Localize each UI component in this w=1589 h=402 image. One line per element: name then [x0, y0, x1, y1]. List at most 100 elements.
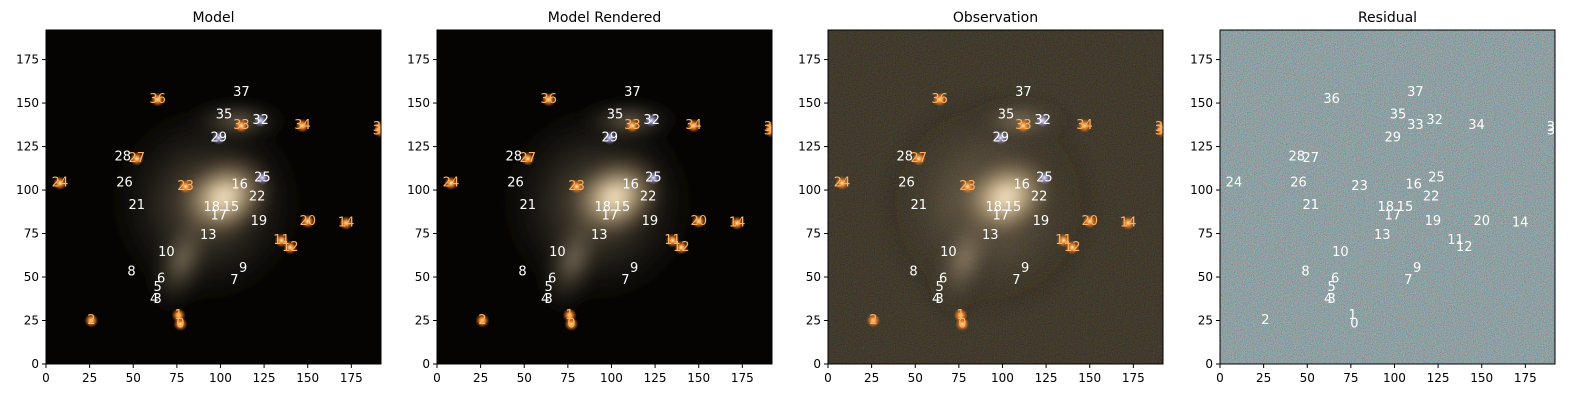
source-label-27: 27 — [1302, 151, 1319, 166]
x-tick-label: 0 — [433, 371, 441, 385]
source-label-25: 25 — [1428, 170, 1445, 185]
panel-title: Observation — [953, 10, 1038, 26]
source-label-2: 2 — [869, 313, 877, 328]
source-label-5: 5 — [936, 280, 944, 295]
source-label-6: 6 — [1331, 271, 1339, 286]
source-label-13: 13 — [200, 228, 217, 243]
x-tick-label: 150 — [687, 371, 710, 385]
source-label-1: 1 — [1348, 308, 1356, 323]
source-label-34: 34 — [1076, 118, 1093, 133]
source-label-36: 36 — [540, 92, 557, 107]
source-label-37: 37 — [624, 85, 641, 100]
x-tick-label: 175 — [731, 371, 754, 385]
source-label-15: 15 — [1397, 200, 1414, 215]
y-tick-label: 75 — [806, 227, 821, 241]
source-label-3: 3 — [154, 292, 162, 307]
y-tick-label: 150 — [16, 96, 39, 110]
x-tick-label: 175 — [1514, 371, 1537, 385]
source-label-7: 7 — [1404, 273, 1412, 288]
source-label-5: 5 — [154, 280, 162, 295]
source-label-30: 30 — [1547, 123, 1564, 138]
source-label-22: 22 — [249, 190, 266, 205]
source-label-35: 35 — [1390, 108, 1407, 123]
source-label-25: 25 — [1036, 170, 1053, 185]
x-tick-label: 25 — [473, 371, 488, 385]
source-label-2: 2 — [1261, 313, 1269, 328]
source-label-32: 32 — [1034, 113, 1051, 128]
x-tick-label: 25 — [82, 371, 97, 385]
source-label-12: 12 — [1064, 240, 1081, 255]
source-label-2: 2 — [478, 313, 486, 328]
y-tick-label: 175 — [16, 53, 39, 67]
source-label-31: 31 — [1547, 120, 1564, 135]
source-label-23: 23 — [1351, 179, 1368, 194]
source-label-25: 25 — [254, 170, 271, 185]
source-label-31: 31 — [764, 120, 781, 135]
y-tick-label: 150 — [798, 96, 821, 110]
source-label-33: 33 — [1015, 118, 1032, 133]
x-tick-label: 50 — [908, 371, 923, 385]
source-label-10: 10 — [940, 245, 957, 260]
source-label-24: 24 — [834, 176, 851, 191]
source-label-23: 23 — [177, 179, 194, 194]
source-label-9: 9 — [239, 261, 247, 276]
source-label-13: 13 — [1374, 228, 1391, 243]
source-label-21: 21 — [910, 198, 927, 213]
y-tick-label: 150 — [1190, 96, 1213, 110]
source-label-29: 29 — [992, 130, 1009, 145]
y-tick-label: 75 — [1198, 227, 1213, 241]
y-tick-label: 25 — [1198, 314, 1213, 328]
source-label-18: 18 — [594, 200, 611, 215]
y-tick-label: 25 — [806, 314, 821, 328]
source-label-8: 8 — [909, 264, 917, 279]
source-label-21: 21 — [519, 198, 536, 213]
source-label-11: 11 — [1055, 233, 1072, 248]
axes-frame — [436, 29, 773, 365]
x-tick-label: 175 — [1122, 371, 1145, 385]
source-label-15: 15 — [223, 200, 240, 215]
source-label-24: 24 — [443, 176, 460, 191]
source-label-8: 8 — [1301, 264, 1309, 279]
x-tick-label: 75 — [169, 371, 184, 385]
y-tick-label: 0 — [31, 357, 39, 371]
x-tick-label: 125 — [253, 371, 276, 385]
source-label-10: 10 — [158, 245, 175, 260]
source-label-27: 27 — [519, 151, 536, 166]
source-label-7: 7 — [230, 273, 238, 288]
source-label-14: 14 — [1120, 216, 1137, 231]
source-label-12: 12 — [1456, 240, 1473, 255]
source-label-0: 0 — [567, 316, 575, 331]
source-label-13: 13 — [982, 228, 999, 243]
source-label-35: 35 — [607, 108, 624, 123]
source-label-23: 23 — [959, 179, 976, 194]
source-label-18: 18 — [1377, 200, 1394, 215]
source-label-14: 14 — [729, 216, 746, 231]
source-label-12: 12 — [282, 240, 299, 255]
source-label-19: 19 — [251, 214, 268, 229]
source-label-36: 36 — [1323, 92, 1340, 107]
source-label-17: 17 — [992, 209, 1009, 224]
source-label-9: 9 — [630, 261, 638, 276]
source-label-24: 24 — [52, 176, 69, 191]
y-tick-label: 125 — [407, 140, 430, 154]
source-label-29: 29 — [210, 130, 227, 145]
axes-frame — [45, 29, 382, 365]
y-tick-label: 0 — [813, 357, 821, 371]
source-label-34: 34 — [685, 118, 702, 133]
source-label-9: 9 — [1413, 261, 1421, 276]
source-label-27: 27 — [128, 151, 145, 166]
source-label-1: 1 — [956, 308, 964, 323]
source-label-5: 5 — [1328, 280, 1336, 295]
x-tick-label: 175 — [340, 371, 363, 385]
axes-frame — [1219, 29, 1556, 365]
source-label-31: 31 — [373, 120, 390, 135]
source-label-28: 28 — [1288, 149, 1305, 164]
source-label-20: 20 — [1081, 214, 1098, 229]
source-label-8: 8 — [127, 264, 135, 279]
source-label-20: 20 — [690, 214, 707, 229]
source-label-16: 16 — [1405, 177, 1422, 192]
